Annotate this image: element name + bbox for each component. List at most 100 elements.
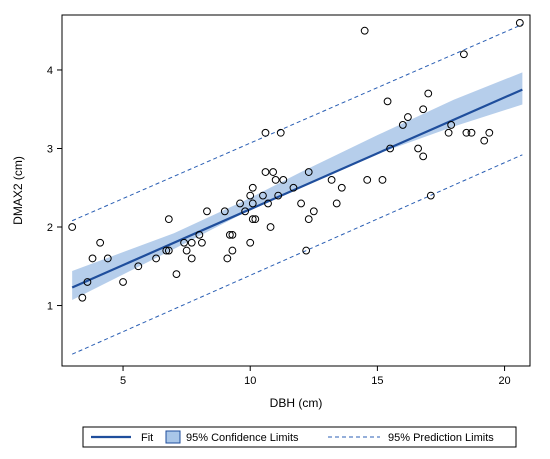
data-point [485,128,494,137]
data-point [78,293,87,302]
data-point [297,199,305,208]
x-tick-label: 5 [120,375,126,387]
data-point [246,191,255,200]
data-point [162,246,171,255]
data-point [304,215,313,224]
data-point [462,128,471,137]
data-point [259,191,267,200]
y-tick-label: 4 [47,65,53,77]
data-point [103,254,112,263]
data-point [363,175,372,184]
x-axis-label: DBH (cm) [270,396,323,410]
y-tick-label: 1 [47,301,53,313]
data-point [164,246,173,255]
y-tick: 3 [47,143,62,155]
data-point [96,238,105,247]
data-point [419,152,428,161]
data-point [195,230,204,239]
legend-fit-label: Fit [141,432,153,444]
x-tick-label: 15 [371,375,383,387]
data-point [203,207,211,216]
legend-confidence-swatch [165,430,181,444]
data-point [327,175,336,184]
legend: Fit 95% Confidence Limits 95% Prediction… [82,426,517,448]
data-point [383,97,392,106]
data-point [302,246,311,255]
data-point [426,191,435,200]
data-points [68,18,524,302]
data-point [152,254,161,263]
y-tick-label: 2 [47,222,53,234]
data-point [404,113,412,121]
data-point [248,183,257,192]
data-point [269,168,278,176]
data-point [223,254,232,263]
data-point [332,199,341,208]
data-point [68,223,77,231]
x-tick: 10 [244,366,256,387]
data-point [515,18,524,27]
data-point [480,136,489,145]
prediction-lower-line [71,154,523,355]
confidence-band [72,72,523,301]
y-tick: 1 [47,301,62,313]
y-axis-label: DMAX2 (cm) [11,156,25,225]
data-point [459,50,468,59]
data-point [447,121,456,129]
data-point [236,199,244,208]
data-point [261,128,270,137]
data-point [248,199,257,208]
data-point [467,128,476,137]
data-point [444,128,453,137]
x-tick: 20 [498,366,511,387]
data-point [251,215,260,224]
data-point [398,121,407,129]
data-point [424,89,433,98]
data-point [88,254,97,263]
plot-area [68,18,524,355]
legend-prediction-label: 95% Prediction Limits [388,432,494,444]
data-point [248,215,257,224]
data-point [261,168,270,176]
data-point [172,270,181,279]
data-point [271,175,280,184]
y-tick: 2 [47,222,62,234]
data-point [360,26,369,35]
data-point [419,105,428,114]
x-tick: 5 [120,366,126,387]
data-point [180,238,188,247]
data-point [264,199,272,208]
data-point [266,223,275,231]
x-axis-ticks: 5 10 15 20 [120,366,511,387]
data-point [289,183,298,192]
data-point [228,230,237,239]
data-point [309,207,318,216]
prediction-upper-line [71,23,523,222]
data-point [187,238,196,247]
y-tick: 4 [47,65,62,77]
data-point [337,183,346,192]
data-point [164,215,173,224]
data-point [414,144,422,153]
data-point [241,207,250,216]
data-point [119,278,127,286]
y-tick-label: 3 [47,143,53,155]
legend-confidence-label: 95% Confidence Limits [186,432,299,444]
x-tick: 15 [371,366,384,387]
data-point [83,278,92,286]
y-axis-ticks: 1 2 3 4 [47,65,62,313]
data-point [378,175,387,184]
data-point [276,128,285,137]
legend-box [82,426,517,448]
data-point [220,207,229,216]
data-point [274,191,283,200]
data-point [197,238,206,247]
x-tick-label: 20 [498,375,510,387]
data-point [386,144,395,153]
data-point [246,238,255,247]
data-point [279,175,288,184]
data-point [182,246,191,255]
data-point [187,254,196,263]
data-point [134,262,143,271]
